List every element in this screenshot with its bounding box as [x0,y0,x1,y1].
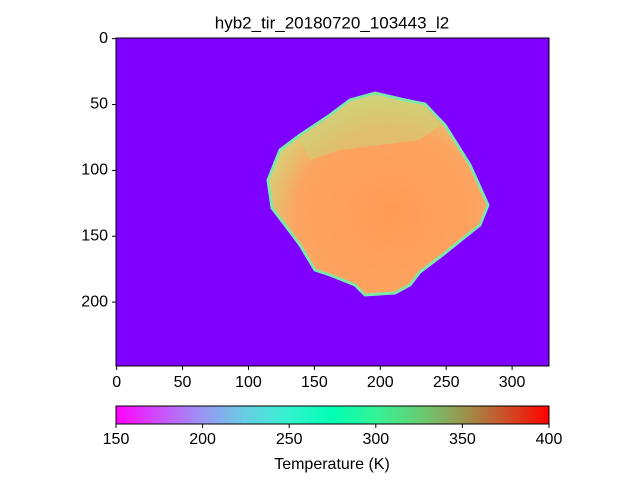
x-tick-label: 200 [367,374,394,391]
x-tick-label: 100 [235,374,262,391]
y-tick-label: 50 [90,96,108,113]
y-tick-label: 150 [81,227,108,244]
chart-title: hyb2_tir_20180720_103443_l2 [215,13,449,32]
colorbar-tick-label: 300 [362,431,389,448]
x-tick-label: 300 [499,374,526,391]
y-tick-label: 0 [99,30,108,47]
colorbar-tick-label: 250 [276,431,303,448]
y-tick-label: 100 [81,162,108,179]
x-tick-label: 50 [174,374,192,391]
x-tick-label: 250 [433,374,460,391]
colorbar-tick-label: 150 [103,431,130,448]
colorbar-tick-label: 200 [189,431,216,448]
asteroid-shading [300,95,440,160]
y-tick-label: 200 [81,293,108,310]
colorbar [115,405,550,425]
colorbar-label: Temperature (K) [274,456,390,473]
colorbar-tick-label: 350 [449,431,476,448]
x-tick-label: 0 [112,374,121,391]
colorbar-tick-label: 400 [536,431,563,448]
axes-frame [115,37,550,367]
x-tick-label: 150 [301,374,328,391]
image-area [116,38,549,366]
